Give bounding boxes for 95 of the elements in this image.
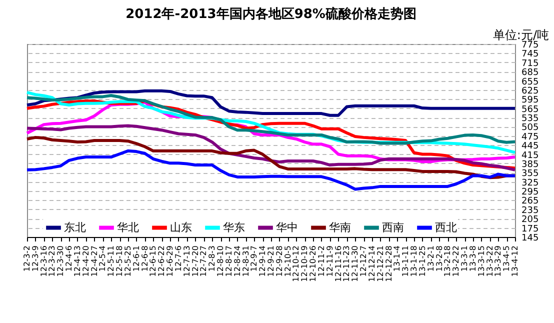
- x-tick-label: 12-4-13: [72, 246, 82, 277]
- y-tick-label: 505: [522, 123, 539, 134]
- y-tick-label: 325: [522, 178, 539, 188]
- x-tick-label: 12-4-6: [64, 246, 74, 272]
- x-tick-label: 12-5-18: [115, 246, 124, 277]
- x-tick-label: 12-12-14: [367, 246, 376, 282]
- x-tick-label: 12-7-6: [174, 246, 183, 272]
- x-tick-label: 12-3-16: [39, 246, 48, 277]
- x-tick-label: 12-7-27: [199, 246, 208, 277]
- y-tick-label: 565: [522, 104, 539, 115]
- x-tick-label: 13-1-11: [401, 246, 410, 277]
- x-tick-label: 12-5-4: [98, 246, 108, 272]
- x-tick-label: 13-1-4: [392, 246, 402, 272]
- x-tick-label: 13-1-25: [418, 246, 427, 277]
- legend-label: 东北: [64, 220, 86, 234]
- x-tick-label: 12-3-9: [30, 246, 40, 272]
- x-tick-label: 13-1-18: [410, 246, 419, 277]
- x-tick-label: 12-4-27: [90, 246, 99, 277]
- y-tick-label: 595: [522, 96, 539, 106]
- line-series: [26, 124, 516, 172]
- y-tick-label: 265: [522, 196, 539, 207]
- x-tick-label: 12-7-13: [182, 246, 192, 277]
- y-tick-label: 625: [522, 86, 539, 96]
- x-tick-label: 12-3-2: [22, 246, 32, 272]
- x-tick-label: 12-7-20: [190, 246, 200, 277]
- x-tick-label: 12-11-9: [325, 246, 334, 277]
- x-tick-label: 13-4-5: [502, 246, 512, 272]
- x-tick-label: 12-12-21: [376, 246, 385, 282]
- x-tick-label: 13-3-22: [485, 246, 494, 277]
- legend-label: 西南: [382, 220, 404, 234]
- x-tick-label: 13-4-12: [510, 246, 520, 277]
- text: 单位:元/吨: [492, 28, 549, 42]
- x-tick-label: 12-8-31: [241, 246, 250, 277]
- x-tick-label: 12-6-15: [148, 246, 158, 277]
- legend-label: 山东: [170, 220, 192, 234]
- x-tick-label: 12-12-7: [359, 246, 368, 277]
- x-tick-label: 12-12-28: [384, 246, 394, 282]
- legend-label: 华北: [117, 220, 139, 234]
- y-tick-label: 205: [522, 215, 539, 226]
- y-tick-label: 535: [522, 114, 539, 124]
- x-tick-label: 12-4-20: [81, 246, 90, 277]
- x-tick-label: 12-6-1: [132, 246, 141, 272]
- x-tick-label: 13-2-1: [426, 246, 436, 272]
- y-tick-label: 475: [522, 132, 539, 142]
- legend-label: 华东: [223, 220, 245, 234]
- x-tick-label: 12-9-28: [274, 246, 284, 277]
- x-tick-label: 13-2-8: [434, 246, 444, 272]
- x-tick-label: 12-10-5: [283, 246, 292, 277]
- chart-title: 2012年-2013年国内各地区98%硫酸价格走势图: [126, 6, 416, 22]
- x-tick-label: 12-9-7: [250, 246, 259, 272]
- x-tick-label: 12-11-23: [342, 246, 352, 282]
- y-tick-label: 745: [522, 50, 539, 60]
- line-series: [26, 89, 516, 117]
- y-tick-label: 385: [522, 160, 539, 170]
- line-series: [26, 94, 516, 145]
- x-tick-label: 12-11-30: [350, 246, 360, 282]
- y-tick-label: 685: [522, 68, 539, 78]
- x-tick-label: 12-9-14: [258, 246, 268, 277]
- x-tick-label: 12-11-2: [316, 246, 326, 277]
- x-tick-label: 12-6-29: [166, 246, 175, 277]
- y-tick-label: 145: [522, 234, 539, 244]
- x-tick-label: 12-3-30: [56, 246, 66, 277]
- x-tick-label: 12-9-21: [266, 246, 276, 277]
- y-tick-label: 415: [522, 150, 539, 161]
- x-tick-label: 13-3-29: [494, 246, 503, 277]
- line-series: [26, 149, 516, 191]
- y-tick-label: 355: [522, 169, 539, 180]
- y-tick-label: 445: [522, 142, 539, 152]
- x-tick-label: 12-8-3: [208, 246, 217, 272]
- x-tick-label: 12-5-11: [106, 246, 116, 277]
- x-tick-label: 12-8-24: [232, 246, 242, 277]
- x-tick-label: 13-2-22: [452, 246, 461, 277]
- y-tick-label: 175: [522, 224, 539, 234]
- x-tick-label: 12-11-16: [334, 246, 343, 282]
- y-tick-label: 235: [522, 206, 539, 216]
- x-tick-label: 12-3-23: [48, 246, 57, 277]
- legend-label: 华中: [276, 220, 298, 234]
- x-tick-label: 13-2-18: [443, 246, 452, 277]
- y-tick-label: 775: [522, 40, 539, 50]
- x-tick-label: 12-5-25: [123, 246, 132, 277]
- x-tick-label: 12-6-8: [140, 246, 150, 272]
- y-tick-label: 715: [522, 58, 539, 69]
- x-tick-label: 13-3-15: [476, 246, 486, 277]
- x-tick-label: 12-8-10: [216, 246, 226, 277]
- legend-label: 华南: [329, 220, 351, 234]
- x-tick-label: 12-10-12: [292, 246, 301, 282]
- legend-label: 西北: [435, 220, 457, 234]
- x-tick-label: 13-3-8: [468, 246, 478, 272]
- x-tick-label: 12-6-22: [157, 246, 166, 277]
- x-tick-label: 12-10-19: [300, 246, 310, 282]
- x-tick-label: 12-10-26: [308, 246, 318, 282]
- y-tick-label: 655: [522, 77, 539, 88]
- x-tick-label: 13-3-1: [460, 246, 470, 272]
- y-tick-label: 295: [522, 188, 539, 198]
- x-tick-label: 12-8-17: [224, 246, 234, 277]
